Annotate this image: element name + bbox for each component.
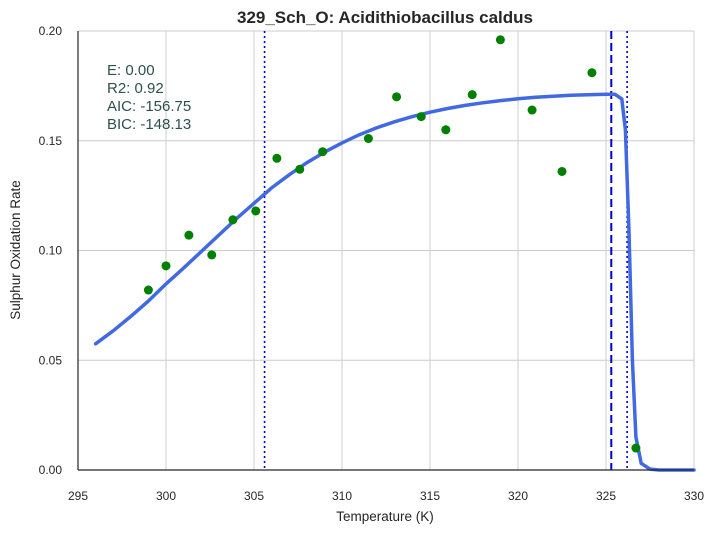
stat-e: E: 0.00 [107,62,155,79]
x-tick-label-6: 325 [596,489,616,503]
reference-lines [263,31,628,470]
data-point-9 [363,134,373,144]
x-tick-label-7: 330 [684,489,704,503]
data-point-13 [467,90,477,100]
chart-title: 329_Sch_O: Acidithiobacillus caldus [237,8,533,27]
data-point-16 [557,166,567,176]
y-tick-label-2: 0.10 [39,244,63,258]
data-point-2 [184,230,194,240]
data-point-10 [392,92,402,102]
y-axis-label: Sulphur Oxidation Rate [8,180,23,320]
stat-aic: AIC: -156.75 [107,98,191,115]
data-point-3 [207,250,217,260]
data-point-17 [587,68,597,78]
data-point-11 [416,112,426,122]
data-point-5 [251,206,261,216]
axes [77,31,694,471]
x-tick-label-2: 305 [244,489,264,503]
data-point-12 [441,125,451,135]
data-point-6 [272,153,282,163]
grid [78,30,695,470]
data-point-1 [161,261,171,271]
y-tick-label-4: 0.20 [39,24,63,38]
x-tick-label-4: 315 [420,489,440,503]
scatter-points [143,35,641,453]
stat-bic: BIC: -148.13 [107,116,191,133]
data-point-7 [295,164,305,174]
x-tick-label-0: 295 [68,489,88,503]
fit-curve [93,92,696,472]
x-axis-label: Temperature (K) [336,509,434,524]
stat-r2: R2: 0.92 [107,80,164,97]
y-tick-label-1: 0.05 [39,353,63,367]
y-tick-label-3: 0.15 [39,134,63,148]
y-tick-label-0: 0.00 [39,463,63,477]
data-point-18 [631,443,641,453]
data-point-4 [228,215,238,225]
tick-labels: 295 300 305 310 315 320 325 330 0.00 0.05 0.10 0.15… [39,24,705,503]
data-point-15 [527,105,537,115]
data-point-0 [143,285,153,295]
data-point-14 [495,35,505,45]
x-tick-label-3: 310 [332,489,352,503]
fit-statistics: E: 0.00 R2: 0.92 AIC: -156.75 BIC: -148.… [107,62,191,133]
x-tick-label-5: 320 [508,489,528,503]
data-point-8 [318,147,328,157]
x-tick-label-1: 300 [156,489,176,503]
fit-curve-group [93,92,696,472]
